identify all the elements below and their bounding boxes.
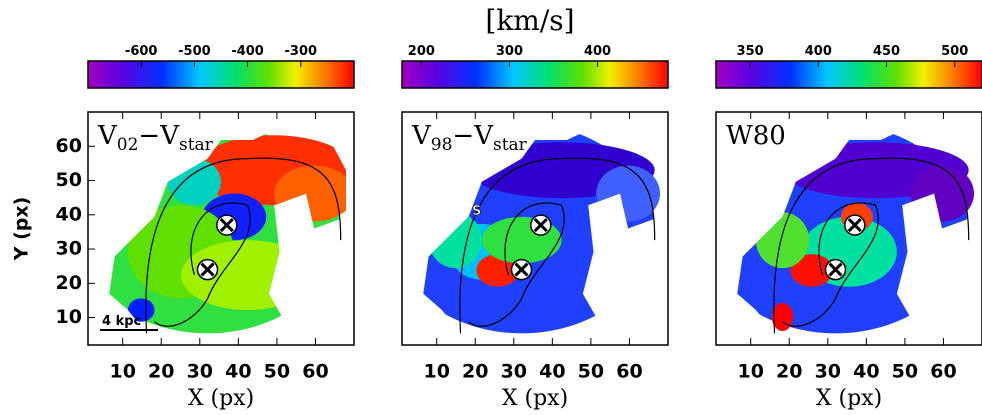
map-region bbox=[428, 212, 482, 269]
plot-frame bbox=[715, 111, 982, 346]
map-region bbox=[771, 303, 794, 332]
x-tick-label: 30 bbox=[501, 361, 527, 383]
contour bbox=[468, 202, 565, 327]
velocity-map-image bbox=[109, 123, 347, 334]
marker-cross bbox=[200, 262, 215, 277]
marker-cross bbox=[219, 218, 234, 233]
marker-cross bbox=[847, 218, 862, 233]
nucleus-marker bbox=[216, 214, 238, 236]
colorbar bbox=[87, 60, 355, 89]
plot-frame bbox=[401, 111, 669, 346]
y-tick-label: 60 bbox=[56, 135, 82, 157]
marker-cross bbox=[514, 262, 529, 277]
x-tick-label: 50 bbox=[578, 361, 604, 383]
colorbar-tick-label: 350 bbox=[737, 44, 764, 59]
map-region bbox=[127, 298, 155, 322]
colorbar-tick-label: 450 bbox=[873, 44, 900, 59]
marker-cross bbox=[533, 218, 548, 233]
x-tick-label: 20 bbox=[148, 361, 174, 383]
panel-label-part: −V bbox=[452, 121, 494, 151]
x-tick-label: 30 bbox=[187, 361, 213, 383]
colorbar-tick-label: -500 bbox=[178, 44, 211, 59]
x-tick-label: 60 bbox=[930, 361, 956, 383]
nucleus-marker bbox=[196, 258, 219, 281]
x-tick-label: 10 bbox=[737, 361, 763, 383]
y-tick-label: 30 bbox=[56, 238, 82, 260]
velocity-map-image bbox=[423, 123, 661, 334]
x-tick-label: 40 bbox=[539, 361, 565, 383]
x-axis-label: X (px) bbox=[816, 386, 882, 411]
colorbar-tick-label: 300 bbox=[496, 44, 523, 59]
colorbar-tick-label: 400 bbox=[805, 44, 832, 59]
x-tick-label: 20 bbox=[776, 361, 802, 383]
colorbar-label: [km/s] bbox=[485, 4, 574, 37]
panel-label-part: star bbox=[179, 135, 214, 155]
panel-label-part: −V bbox=[138, 121, 180, 151]
x-tick-label: 60 bbox=[616, 361, 642, 383]
colorbar-tick-label: -400 bbox=[231, 44, 264, 59]
map-region bbox=[476, 254, 520, 287]
map-region bbox=[167, 158, 221, 206]
y-tick-label: 40 bbox=[56, 203, 82, 225]
nucleus-marker bbox=[510, 258, 533, 281]
x-tick-label: 50 bbox=[264, 361, 290, 383]
x-tick-label: 20 bbox=[462, 361, 488, 383]
y-axis-label: Y (px) bbox=[11, 197, 33, 262]
x-tick-label: 40 bbox=[853, 361, 879, 383]
contour bbox=[773, 157, 970, 334]
x-tick-label: 10 bbox=[109, 361, 135, 383]
nucleus-marker bbox=[530, 214, 552, 236]
panel-label: W80 bbox=[726, 121, 786, 151]
y-tick-label: 10 bbox=[56, 306, 82, 328]
nucleus-marker bbox=[824, 258, 847, 281]
colorbar-tick-label: -300 bbox=[285, 44, 318, 59]
scale-label: 4 kpc bbox=[102, 314, 141, 329]
map-region bbox=[790, 254, 834, 287]
x-tick-label: 50 bbox=[892, 361, 918, 383]
panel-label-part: star bbox=[493, 135, 528, 155]
panel-label-part: 98 bbox=[431, 135, 453, 155]
x-axis-label: X (px) bbox=[502, 386, 568, 411]
x-tick-label: 10 bbox=[423, 361, 449, 383]
contour bbox=[782, 202, 879, 327]
x-tick-label: 40 bbox=[225, 361, 251, 383]
contour bbox=[145, 157, 342, 334]
x-tick-label: 60 bbox=[302, 361, 328, 383]
panel-label-part: V bbox=[97, 121, 118, 151]
y-tick-label: 50 bbox=[56, 169, 82, 191]
map-region bbox=[596, 165, 661, 222]
colorbar-tick-label: -600 bbox=[125, 44, 158, 59]
x-axis-label: X (px) bbox=[188, 386, 254, 411]
panel-label-part: V bbox=[411, 121, 432, 151]
contour bbox=[459, 157, 656, 334]
map-region bbox=[755, 212, 810, 269]
x-tick-label: 30 bbox=[815, 361, 841, 383]
panel-label-part: W80 bbox=[726, 121, 786, 151]
map-region bbox=[910, 165, 975, 222]
marker-cross bbox=[828, 262, 843, 277]
panel-label: V02−Vstar bbox=[97, 121, 214, 155]
colorbar-tick-label: 500 bbox=[941, 44, 968, 59]
annotation: S bbox=[472, 204, 481, 219]
plot-frame bbox=[87, 111, 355, 346]
nucleus-marker bbox=[844, 214, 866, 236]
velocity-map-image bbox=[737, 123, 975, 334]
contour bbox=[154, 202, 251, 327]
panel-label: V98−Vstar bbox=[411, 121, 528, 155]
y-tick-label: 20 bbox=[56, 272, 82, 294]
map-region bbox=[274, 165, 347, 222]
colorbar-tick-label: 200 bbox=[408, 44, 435, 59]
colorbar bbox=[401, 60, 669, 89]
colorbar-tick-label: 400 bbox=[584, 44, 611, 59]
panel-label-part: 02 bbox=[117, 135, 139, 155]
colorbar bbox=[715, 60, 982, 89]
